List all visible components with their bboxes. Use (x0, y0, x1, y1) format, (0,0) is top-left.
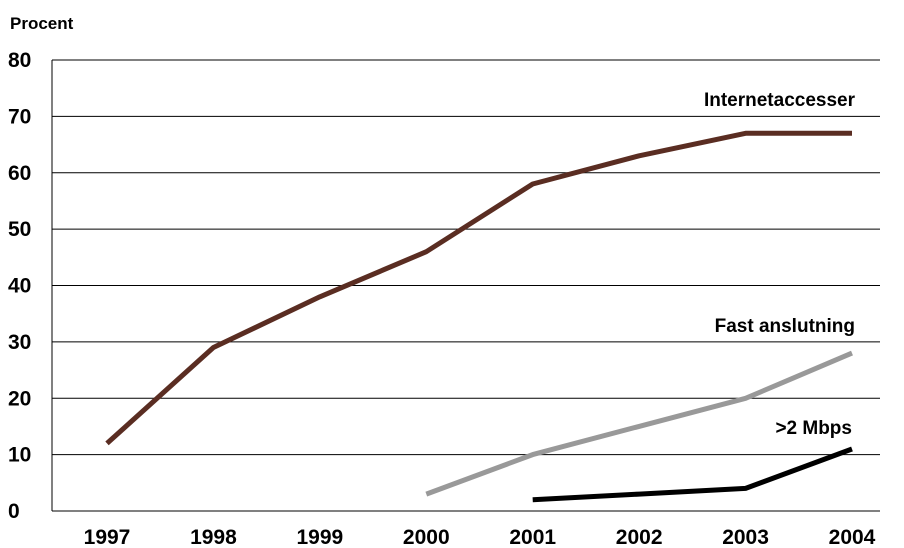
y-tick-label: 80 (8, 49, 31, 72)
y-tick-label: 60 (8, 162, 31, 185)
series-line-internetaccesser (105, 130, 852, 446)
x-tick-label: 1999 (296, 526, 343, 548)
x-tick-label: 2003 (722, 526, 769, 548)
series-labels: Internetaccesser Fast anslutning >2 Mbps (704, 90, 856, 439)
series-label-fast-anslutning: Fast anslutning (715, 316, 855, 337)
y-tick-label: 50 (8, 218, 31, 241)
x-tick-labels: 1997 1998 1999 2000 2001 2002 2003 2004 (84, 526, 876, 548)
y-tick-label: 30 (8, 331, 31, 354)
x-tick-label: 1997 (84, 526, 131, 548)
series-line-fast-anslutning (425, 350, 853, 497)
x-tick-label: 1998 (190, 526, 237, 548)
series-line-2-mbps (532, 446, 853, 503)
series-lines (105, 130, 853, 503)
axes (51, 60, 880, 512)
series-label-internetaccesser: Internetaccesser (704, 90, 856, 111)
y-tick-labels: 0 10 20 30 40 50 60 70 80 (8, 49, 31, 523)
x-tick-label: 2000 (403, 526, 450, 548)
x-tick-label: 2002 (616, 526, 663, 548)
y-tick-label: 10 (8, 444, 31, 467)
y-tick-label: 0 (8, 500, 20, 523)
x-tick-label: 2001 (509, 526, 556, 548)
y-tick-label: 20 (8, 387, 31, 410)
y-axis-label: Procent (10, 14, 74, 33)
series-label-2-mbps: >2 Mbps (775, 418, 852, 439)
y-tick-label: 40 (8, 275, 31, 298)
y-tick-label: 70 (8, 105, 31, 128)
x-tick-label: 2004 (829, 526, 876, 548)
